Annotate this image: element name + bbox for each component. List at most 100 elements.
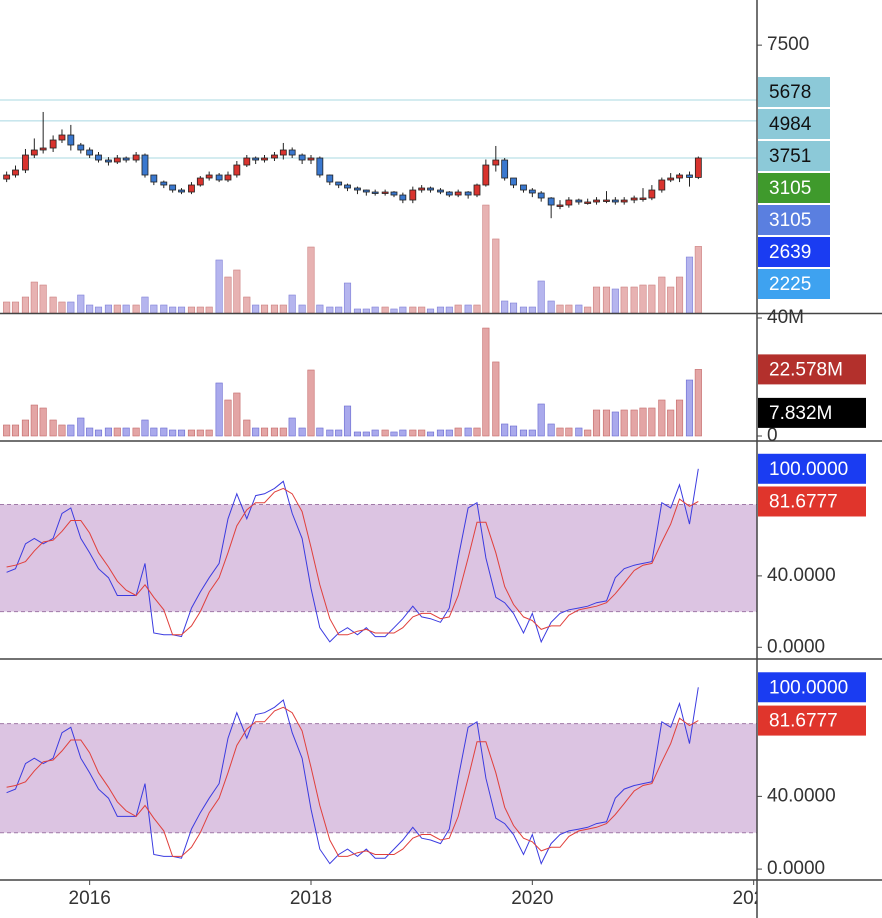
candle-body bbox=[67, 134, 75, 146]
candle-body bbox=[169, 184, 177, 191]
volume-bar bbox=[528, 429, 536, 437]
candle-body bbox=[676, 174, 683, 179]
candle-body bbox=[482, 164, 490, 186]
candle-body bbox=[658, 179, 666, 191]
stoch-line bbox=[6, 487, 699, 636]
volume-bar-overlay bbox=[399, 306, 407, 314]
y-tick-label: 0.0000 bbox=[767, 636, 825, 657]
volume-bar-overlay bbox=[196, 306, 204, 314]
volume-bar bbox=[279, 427, 287, 437]
volume-bar bbox=[592, 409, 601, 437]
candle-body bbox=[620, 199, 628, 203]
volume-bar-overlay bbox=[177, 306, 186, 314]
volume-bar-overlay bbox=[492, 238, 500, 314]
candle-body bbox=[261, 157, 268, 161]
candle-body bbox=[437, 189, 444, 193]
volume-bar-overlay bbox=[316, 304, 324, 314]
price-marker-label: 3105 bbox=[769, 210, 811, 231]
volume-bar bbox=[132, 427, 140, 437]
price-marker-label: 7.832M bbox=[769, 403, 832, 424]
volume-bar-overlay bbox=[243, 296, 251, 314]
candle-body bbox=[464, 191, 472, 196]
volume-bar bbox=[509, 425, 518, 437]
volume-bar bbox=[399, 429, 407, 437]
volume-bar bbox=[454, 427, 462, 437]
volume-bar-overlay bbox=[409, 306, 417, 314]
volume-bar bbox=[547, 423, 555, 437]
price-marker-label: 100.0000 bbox=[769, 459, 848, 480]
volume-bar bbox=[335, 429, 343, 437]
price-marker bbox=[758, 397, 866, 428]
x-tick-label: 2016 bbox=[69, 888, 111, 909]
volume-bar bbox=[620, 409, 628, 437]
volume-bar bbox=[667, 409, 675, 437]
candle-body bbox=[575, 199, 583, 203]
volume-bar bbox=[307, 369, 315, 437]
price-marker bbox=[758, 269, 830, 299]
candle-body bbox=[603, 199, 610, 202]
volume-bar-overlay bbox=[77, 294, 85, 314]
volume-bar bbox=[537, 403, 545, 437]
volume-bar-overlay bbox=[509, 302, 518, 314]
volume-bar bbox=[519, 429, 528, 437]
overbought-band bbox=[0, 504, 757, 612]
volume-bar-overlay bbox=[482, 204, 490, 314]
volume-bar bbox=[187, 429, 196, 437]
volume-bar bbox=[243, 419, 251, 437]
volume-bar-overlay bbox=[343, 282, 352, 314]
volume-bar-overlay bbox=[132, 304, 140, 314]
volume-bar-overlay bbox=[113, 304, 121, 314]
price-marker-label: 4984 bbox=[769, 114, 812, 135]
x-tick-label: 2018 bbox=[290, 888, 332, 909]
volume-bar bbox=[426, 431, 435, 437]
price-marker-label: 100.0000 bbox=[769, 677, 848, 698]
candle-body bbox=[205, 174, 213, 179]
volume-bar bbox=[215, 382, 223, 437]
volume-bar bbox=[260, 427, 269, 437]
volume-bar bbox=[233, 392, 241, 437]
volume-bar-overlay bbox=[49, 296, 57, 314]
candle-body bbox=[243, 157, 251, 166]
volume-bar-overlay bbox=[556, 304, 564, 314]
volume-bar bbox=[658, 399, 666, 437]
candle-body bbox=[335, 181, 343, 186]
candle-body bbox=[565, 199, 573, 206]
candle-body bbox=[409, 189, 417, 201]
volume-bar bbox=[343, 405, 352, 437]
volume-bar bbox=[288, 417, 296, 437]
price-marker bbox=[758, 672, 866, 703]
volume-bar-overlay bbox=[3, 301, 11, 314]
stoch-line bbox=[6, 468, 699, 644]
candle-body bbox=[528, 189, 536, 194]
volume-bar bbox=[49, 419, 57, 437]
volume-bar-overlay bbox=[381, 306, 389, 314]
candle-body bbox=[501, 159, 509, 179]
volume-bar-overlay bbox=[620, 286, 628, 314]
candle-body bbox=[58, 134, 66, 141]
candle-body bbox=[686, 174, 693, 178]
candle-body bbox=[86, 149, 94, 156]
volume-bar bbox=[584, 429, 592, 437]
candle-body bbox=[492, 159, 500, 166]
candle-body bbox=[390, 191, 398, 196]
volume-bar-overlay bbox=[426, 308, 435, 314]
y-tick-label: 0 bbox=[767, 425, 778, 446]
volume-bar bbox=[501, 423, 509, 437]
stoch-line bbox=[6, 687, 699, 865]
candle-body bbox=[381, 191, 389, 194]
candle-body bbox=[3, 174, 11, 180]
volume-bar bbox=[205, 429, 213, 437]
volume-bar bbox=[177, 429, 186, 437]
candle-body bbox=[630, 197, 638, 201]
volume-bar-overlay bbox=[58, 301, 66, 314]
volume-bar bbox=[409, 429, 417, 437]
volume-bar-overlay bbox=[371, 306, 379, 314]
candle-body bbox=[105, 159, 112, 163]
volume-bar bbox=[113, 427, 121, 437]
volume-bar bbox=[436, 429, 445, 437]
volume-bar-overlay bbox=[362, 308, 370, 314]
volume-bar-overlay bbox=[611, 288, 619, 314]
volume-bar bbox=[270, 427, 279, 437]
volume-bar-overlay bbox=[260, 304, 269, 314]
volume-bar-overlay bbox=[252, 304, 260, 314]
